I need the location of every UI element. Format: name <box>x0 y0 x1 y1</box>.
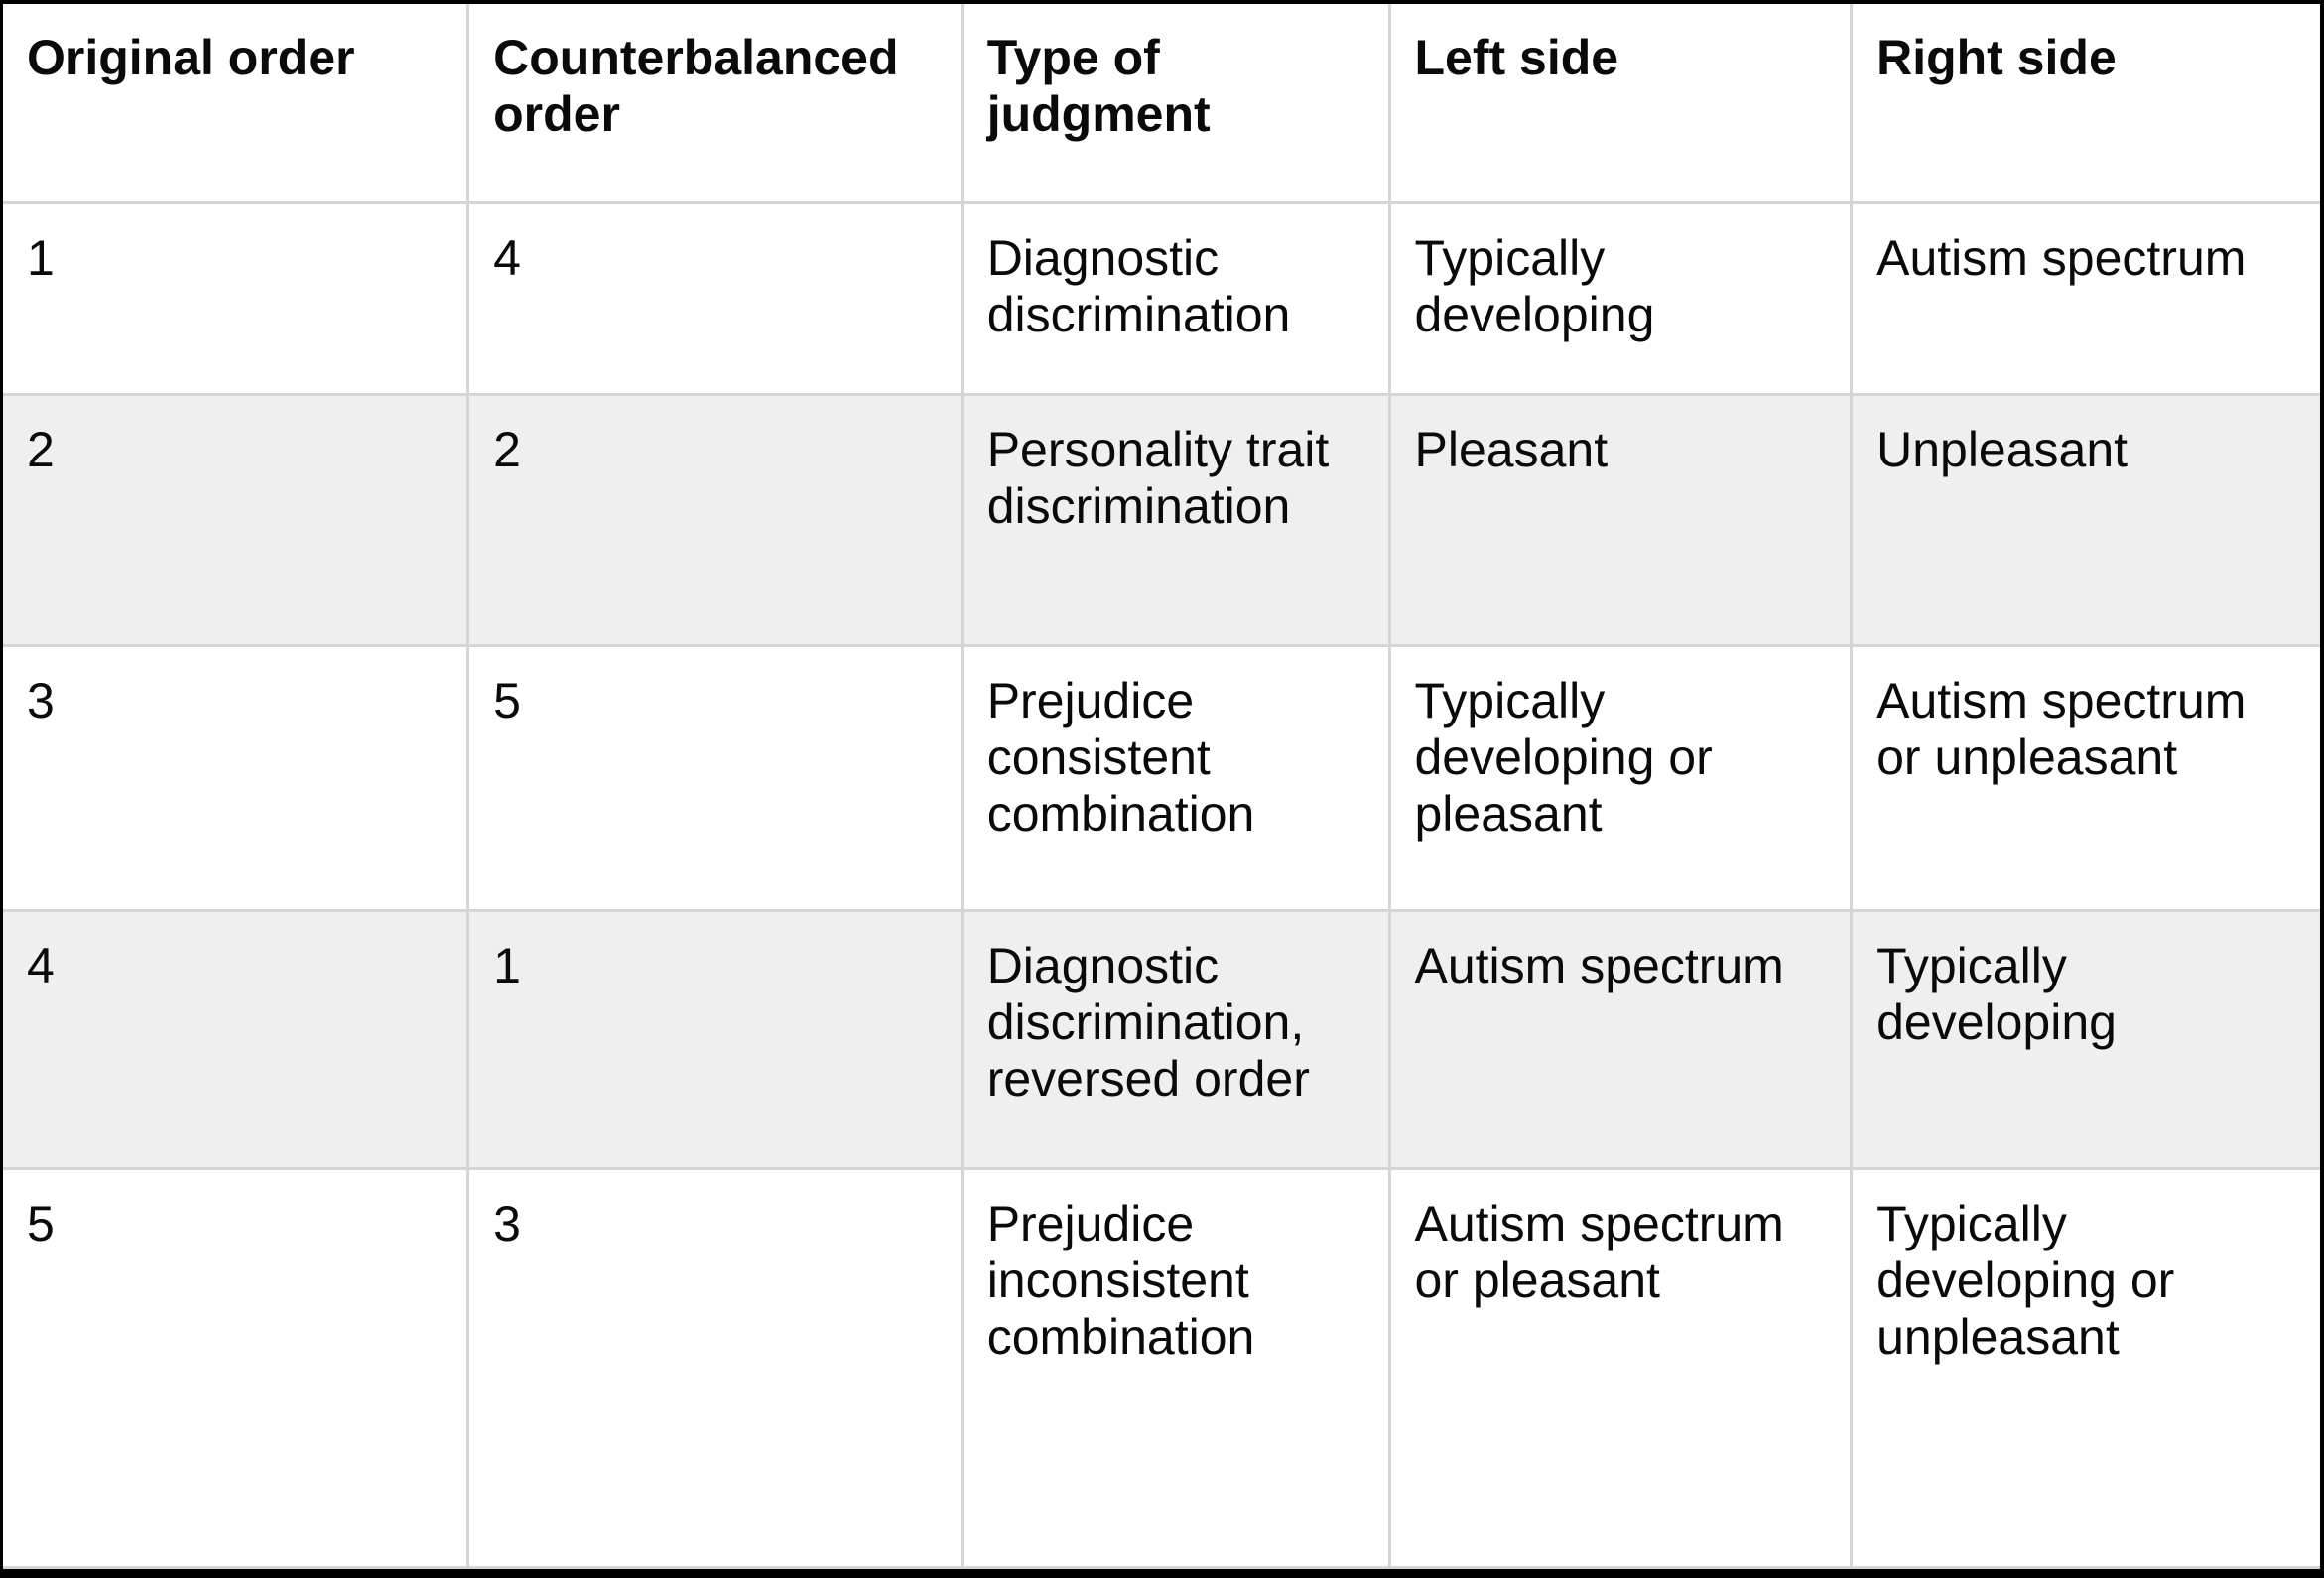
table-cell: Diagnostic discrimination, reversed orde… <box>960 908 1391 1170</box>
table-row: 3 5 Prejudice consistent combination Typ… <box>3 643 2320 912</box>
table-cell: 4 <box>3 908 470 1170</box>
header-cell-counterbalanced-order: Counterbalanced order <box>466 4 964 204</box>
table-cell: 2 <box>3 392 470 647</box>
table-row: 4 1 Diagnostic discrimination, reversed … <box>3 908 2320 1170</box>
table-cell: 3 <box>3 643 470 912</box>
table-cell: Typically developing or pleasant <box>1387 643 1854 912</box>
header-cell-left-side: Left side <box>1387 4 1854 204</box>
table-cell: 2 <box>466 392 964 647</box>
table-cell: Prejudice consistent combination <box>960 643 1391 912</box>
table-cell: 5 <box>3 1166 470 1569</box>
counterbalance-order-table: Original order Counterbalanced order Typ… <box>3 4 2320 1569</box>
header-row: Original order Counterbalanced order Typ… <box>3 4 2320 204</box>
table-cell: Personality trait discrimination <box>960 392 1391 647</box>
table-cell: Autism spectrum or unpleasant <box>1850 643 2320 912</box>
table-cell: Autism spectrum <box>1387 908 1854 1170</box>
table-cell: Autism spectrum or pleasant <box>1387 1166 1854 1569</box>
table-cell: Pleasant <box>1387 392 1854 647</box>
header-cell-right-side: Right side <box>1850 4 2320 204</box>
table-cell: 3 <box>466 1166 964 1569</box>
table-row: 5 3 Prejudice inconsistent combination A… <box>3 1166 2320 1569</box>
table-row: 1 4 Diagnostic discrimination Typically … <box>3 200 2320 396</box>
table-cell: Diagnostic discrimination <box>960 200 1391 396</box>
table-cell: 5 <box>466 643 964 912</box>
header-cell-original-order: Original order <box>3 4 470 204</box>
table-cell: Typically developing or unpleasant <box>1850 1166 2320 1569</box>
table-cell: Autism spectrum <box>1850 200 2320 396</box>
table-cell: 4 <box>466 200 964 396</box>
table-cell: Unpleasant <box>1850 392 2320 647</box>
table-cell: Prejudice inconsistent combination <box>960 1166 1391 1569</box>
header-cell-type-of-judgment: Type of judgment <box>960 4 1391 204</box>
table-row: 2 2 Personality trait discrimination Ple… <box>3 392 2320 647</box>
table-cell: Typically developing <box>1387 200 1854 396</box>
table-cell: 1 <box>3 200 470 396</box>
table-cell: Typically developing <box>1850 908 2320 1170</box>
table-cell: 1 <box>466 908 964 1170</box>
